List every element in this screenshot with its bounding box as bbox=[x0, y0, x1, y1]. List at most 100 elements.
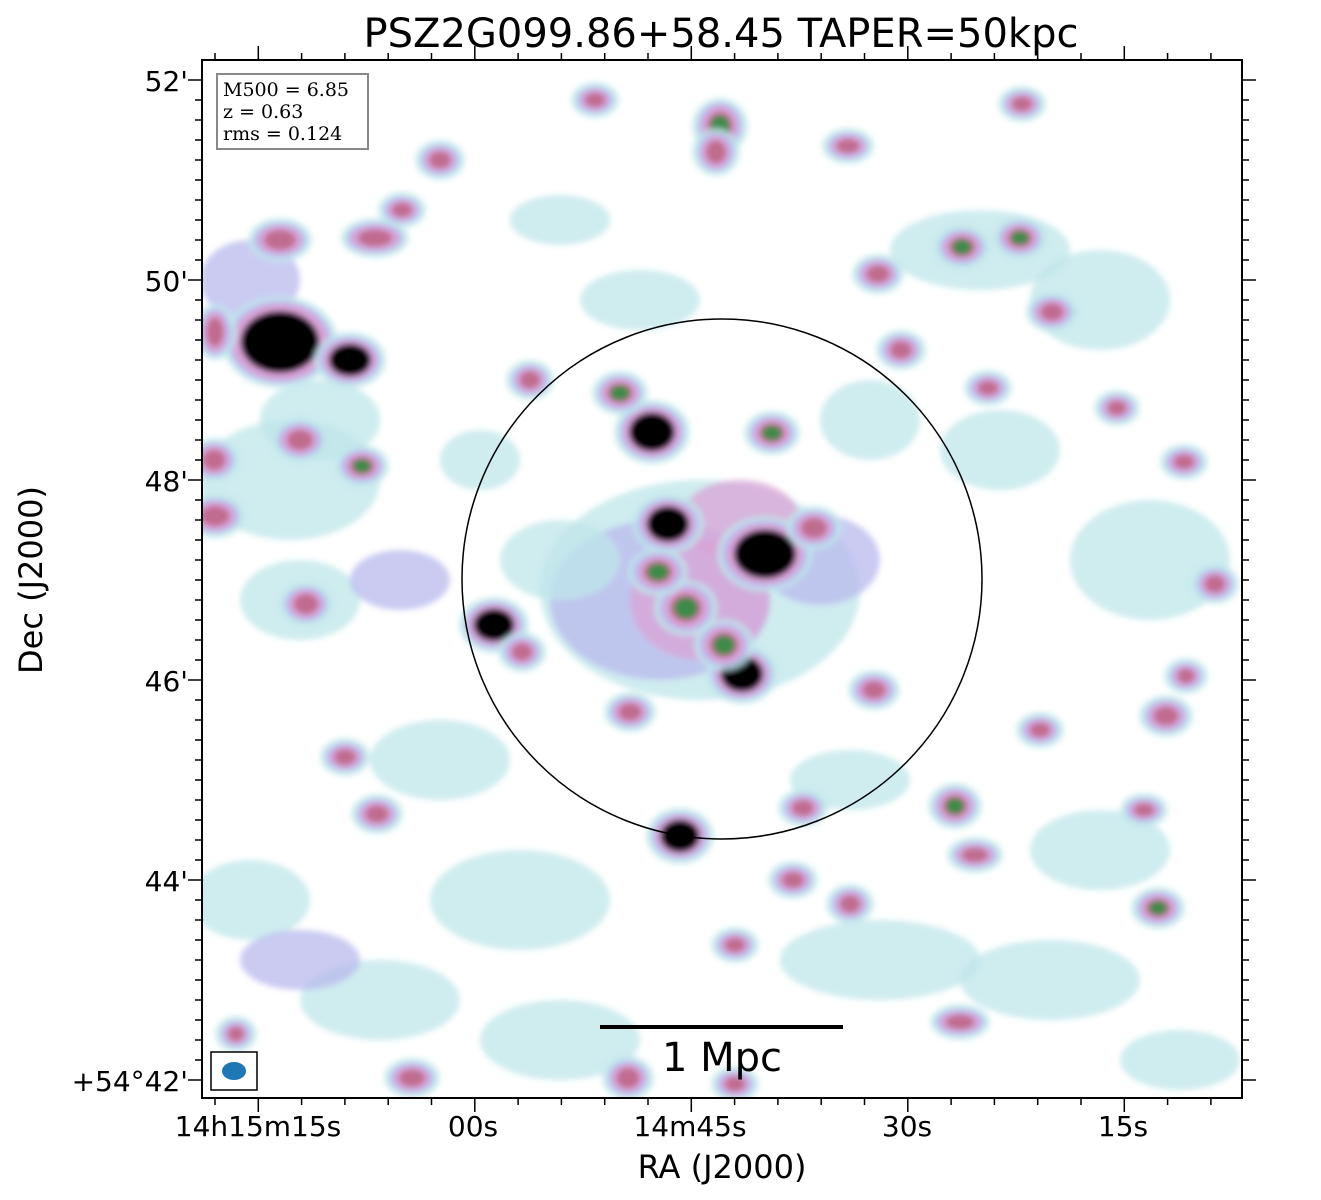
emission-blob bbox=[782, 872, 804, 888]
emission-blob bbox=[202, 505, 230, 527]
info-redshift: z = 0.63 bbox=[223, 101, 303, 123]
emission-blob bbox=[287, 429, 313, 451]
emission-blob bbox=[206, 317, 224, 347]
emission-blob bbox=[228, 1026, 244, 1042]
x-tick-label: 14h15m15s bbox=[175, 1110, 342, 1143]
emission-blob bbox=[962, 847, 988, 863]
emission-blob bbox=[240, 310, 320, 374]
emission-blob bbox=[1070, 500, 1230, 620]
emission-blob bbox=[357, 229, 393, 247]
emission-blob bbox=[264, 229, 296, 251]
x-axis-label: RA (J2000) bbox=[638, 1148, 807, 1186]
emission-blob bbox=[1177, 668, 1195, 684]
emission-blob bbox=[1029, 722, 1051, 738]
emission-blob bbox=[328, 343, 372, 377]
emission-blob bbox=[610, 385, 630, 401]
emission-blob bbox=[370, 720, 510, 800]
emission-blob bbox=[365, 805, 389, 823]
scale-bar-label: 1 Mpc bbox=[662, 1035, 782, 1081]
emission-blob bbox=[334, 749, 356, 765]
plot-frame bbox=[201, 59, 1243, 1099]
emission-blob bbox=[240, 930, 360, 990]
y-tick-labels: 52' 50' 48' 46' 44' +54°42' bbox=[72, 65, 188, 1098]
emission-blob bbox=[1011, 96, 1033, 112]
emission-blob bbox=[940, 410, 1060, 490]
emission-blob bbox=[1133, 803, 1155, 817]
emission-blob bbox=[1107, 400, 1127, 416]
emission-blob bbox=[391, 202, 413, 218]
emission-blob bbox=[618, 703, 642, 721]
y-tick-label: 46' bbox=[145, 665, 188, 698]
emission-blob bbox=[293, 593, 319, 615]
emission-blob bbox=[1120, 1030, 1240, 1090]
beam-ellipse bbox=[222, 1062, 246, 1080]
info-rms: rms = 0.124 bbox=[223, 123, 342, 145]
emission-blob bbox=[762, 425, 782, 441]
y-tick-label: +54°42' bbox=[72, 1065, 188, 1098]
emission-blob bbox=[890, 341, 912, 359]
axis-ticks bbox=[188, 46, 1256, 1112]
x-tick-label: 30s bbox=[882, 1110, 932, 1143]
y-tick-label: 52' bbox=[145, 65, 188, 98]
emission-blob bbox=[352, 458, 372, 474]
emission-blob bbox=[202, 449, 226, 471]
emission-blob bbox=[440, 430, 520, 490]
emission-blob bbox=[945, 1014, 975, 1030]
y-axis-label: Dec (J2000) bbox=[12, 486, 50, 674]
x-tick-labels: 14h15m15s 00s 14m45s 30s 15s bbox=[175, 1110, 1148, 1143]
emission-blob bbox=[724, 1076, 746, 1092]
figure-title: PSZ2G099.86+58.45 TAPER=50kpc bbox=[364, 11, 1079, 57]
x-tick-label: 00s bbox=[448, 1110, 498, 1143]
emission-blob bbox=[629, 412, 675, 452]
emission-blob bbox=[866, 265, 890, 283]
emission-blob bbox=[1153, 706, 1179, 726]
emission-blob bbox=[580, 270, 700, 330]
y-tick-label: 44' bbox=[145, 865, 188, 898]
emission-blob bbox=[820, 380, 920, 460]
emission-blob bbox=[673, 597, 699, 619]
emission-blob bbox=[399, 1069, 425, 1087]
emission-blob bbox=[584, 92, 606, 108]
x-tick-label: 15s bbox=[1098, 1110, 1148, 1143]
emission-blob bbox=[519, 371, 541, 389]
y-tick-label: 48' bbox=[145, 465, 188, 498]
info-m500: M500 = 6.85 bbox=[223, 79, 349, 101]
emission-blob bbox=[836, 138, 860, 154]
info-box: M500 = 6.85 z = 0.63 rms = 0.124 bbox=[216, 73, 369, 150]
emission-blob bbox=[960, 940, 1140, 1020]
emission-blob bbox=[500, 520, 620, 600]
emission-blob bbox=[839, 895, 861, 913]
emission-blob bbox=[977, 380, 999, 396]
emission-blob bbox=[1010, 230, 1030, 246]
r500-circle bbox=[461, 318, 983, 840]
x-tick-label: 14m45s bbox=[633, 1110, 746, 1143]
emission-blob bbox=[511, 643, 533, 661]
y-tick-label: 50' bbox=[145, 265, 188, 298]
emission-blob bbox=[733, 529, 797, 579]
emission-blob bbox=[647, 563, 669, 581]
emission-blob bbox=[510, 195, 610, 245]
emission-blob bbox=[945, 797, 965, 815]
emission-blob bbox=[1173, 454, 1195, 470]
emission-blob bbox=[646, 505, 690, 543]
emission-blob bbox=[801, 517, 827, 539]
emission-blob bbox=[713, 635, 735, 655]
emission-blob bbox=[1040, 303, 1064, 321]
emission-blob bbox=[429, 151, 451, 169]
emission-blob bbox=[473, 608, 515, 642]
emission-blob bbox=[705, 140, 727, 164]
emission-blob bbox=[724, 937, 746, 953]
emission-blob bbox=[350, 550, 450, 610]
emission-blob bbox=[952, 239, 972, 255]
emission-blob bbox=[780, 920, 980, 1000]
emission-blob bbox=[202, 860, 310, 940]
emission-blob bbox=[616, 1067, 640, 1089]
emission-blob bbox=[480, 1000, 640, 1080]
radio-image bbox=[202, 60, 1242, 1098]
emission-blob bbox=[862, 681, 886, 699]
emission-blob bbox=[1148, 900, 1168, 916]
emission-blob bbox=[792, 800, 814, 816]
emission-blob bbox=[1204, 575, 1226, 593]
emission-blob bbox=[430, 850, 610, 950]
